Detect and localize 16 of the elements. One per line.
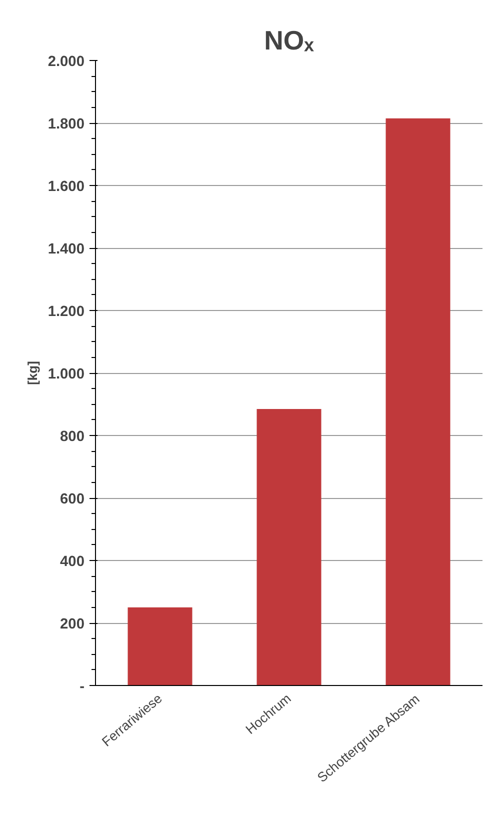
y-tick-label: 2.000 — [48, 54, 85, 70]
y-tick-label: 800 — [60, 429, 85, 445]
y-tick-label: 1.200 — [48, 304, 85, 320]
chart-title: NOₓ — [264, 26, 314, 56]
y-tick-label: 1.400 — [48, 242, 85, 258]
y-tick-label: 200 — [60, 616, 85, 632]
y-axis-title: [kg] — [24, 361, 40, 385]
bar — [256, 408, 322, 686]
y-tick-label: 1.000 — [48, 366, 85, 382]
y-tick-label: 600 — [60, 492, 85, 508]
y-tick-label: 1.800 — [48, 116, 85, 132]
bar — [386, 118, 450, 686]
y-tick-label: - — [80, 679, 85, 695]
y-tick-label: 400 — [60, 554, 85, 570]
bar — [128, 607, 192, 686]
y-tick-label: 1.600 — [48, 179, 85, 195]
